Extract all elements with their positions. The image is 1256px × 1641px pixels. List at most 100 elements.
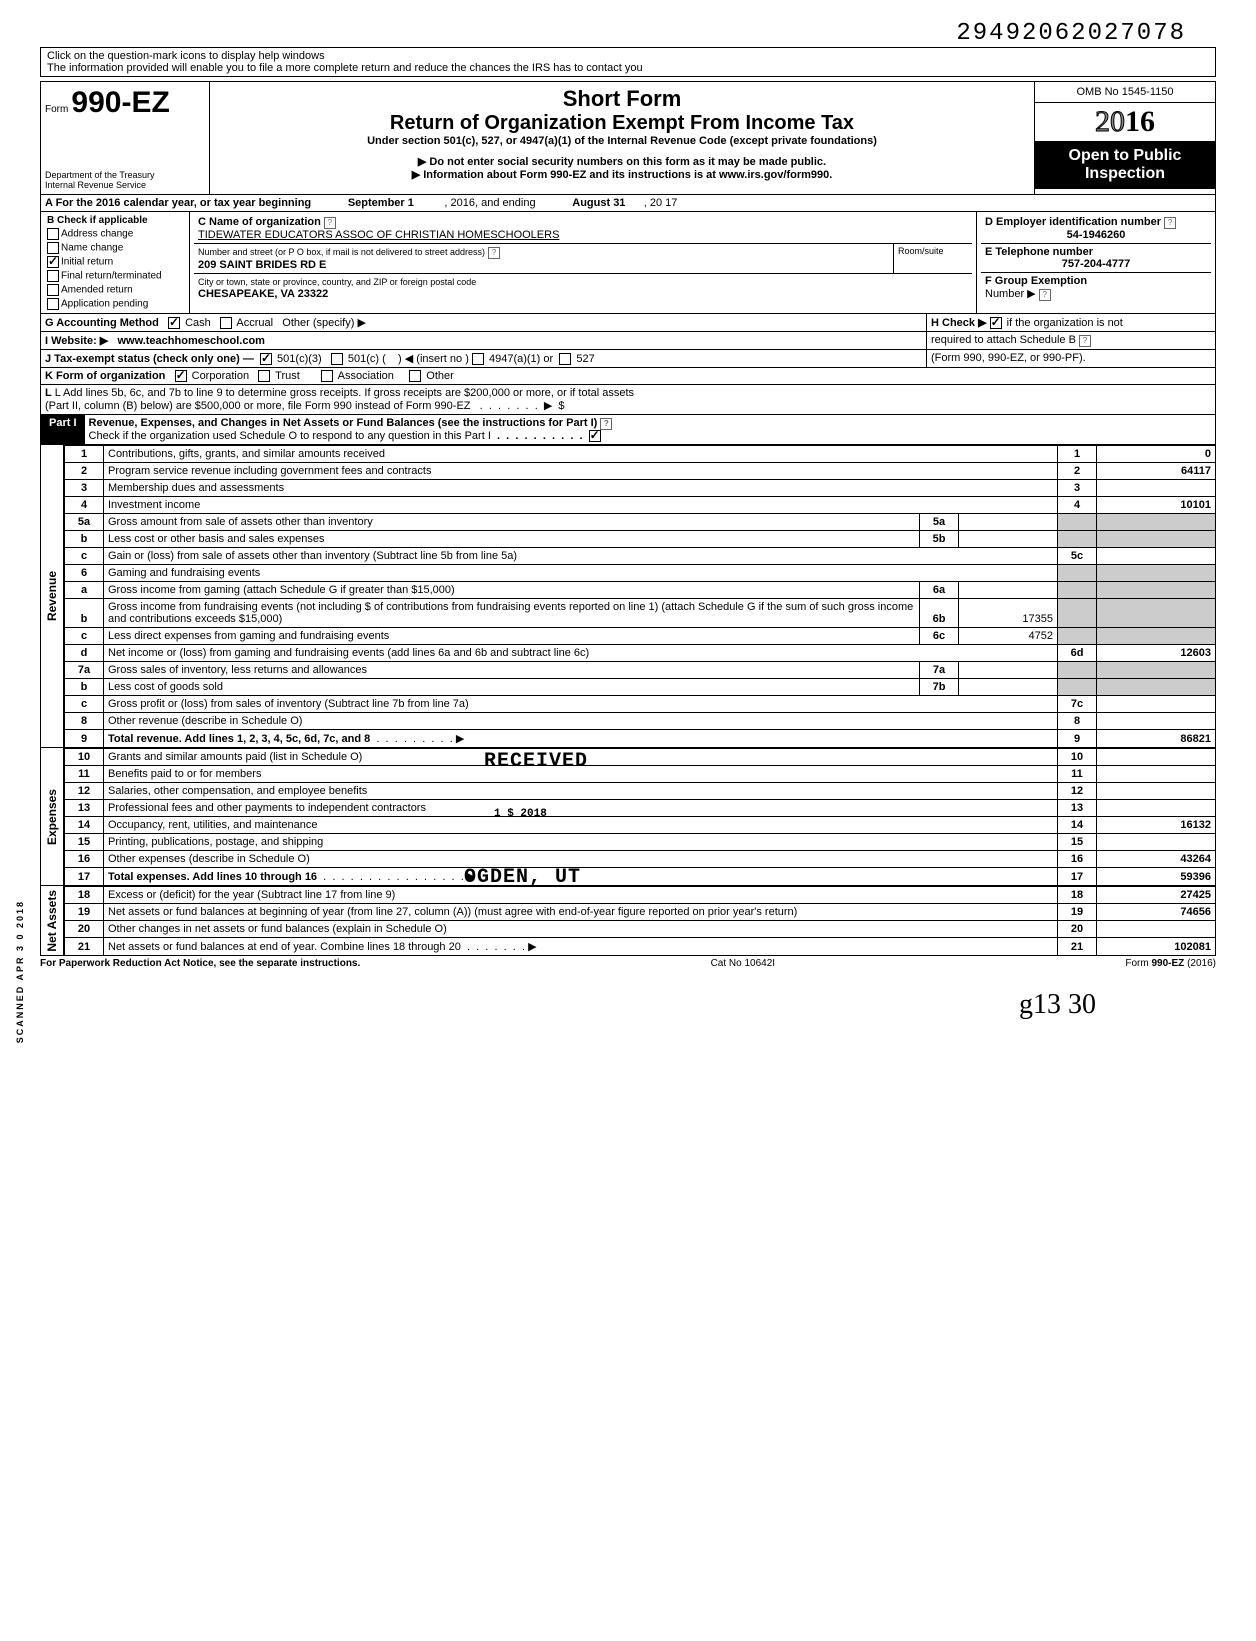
line-6b-num: b bbox=[65, 599, 104, 628]
line-17-amt: 59396 bbox=[1097, 868, 1216, 886]
line-6d-num: d bbox=[65, 645, 104, 662]
ssn-warning: ▶ Do not enter social security numbers o… bbox=[218, 155, 1026, 168]
line-7a-desc: Gross sales of inventory, less returns a… bbox=[104, 662, 920, 679]
line-7b-subamt bbox=[959, 679, 1058, 696]
line-5c-no: 5c bbox=[1058, 548, 1097, 565]
check-527[interactable] bbox=[559, 353, 571, 365]
check-501c3[interactable] bbox=[260, 353, 272, 365]
netassets-section: Net Assets 18Excess or (deficit) for the… bbox=[40, 886, 1216, 956]
line-20-desc: Other changes in net assets or fund bala… bbox=[104, 921, 1058, 938]
h-text2: required to attach Schedule B bbox=[931, 334, 1076, 346]
line-4-num: 4 bbox=[65, 497, 104, 514]
help-icon[interactable]: ? bbox=[324, 217, 336, 229]
line-6-num: 6 bbox=[65, 565, 104, 582]
line-7c-num: c bbox=[65, 696, 104, 713]
check-address-change[interactable] bbox=[47, 228, 59, 240]
org-name: TIDEWATER EDUCATORS ASSOC OF CHRISTIAN H… bbox=[198, 229, 559, 241]
h-text1: if the organization is not bbox=[1007, 317, 1123, 329]
help-icon[interactable]: ? bbox=[1039, 289, 1051, 301]
line-3-desc: Membership dues and assessments bbox=[104, 480, 1058, 497]
city-state-zip: CHESAPEAKE, VA 23322 bbox=[198, 288, 328, 300]
line-5a-subamt bbox=[959, 514, 1058, 531]
footer-right: Form 990-EZ (2016) bbox=[1125, 958, 1216, 969]
part1-label: Part I bbox=[41, 415, 85, 444]
line-5a-desc: Gross amount from sale of assets other t… bbox=[104, 514, 920, 531]
label-527: 527 bbox=[576, 353, 594, 365]
line-9-num: 9 bbox=[65, 730, 104, 748]
l-text1: L Add lines 5b, 6c, and 7b to line 9 to … bbox=[55, 387, 634, 399]
check-schedule-o[interactable] bbox=[589, 430, 601, 442]
check-final-return[interactable] bbox=[47, 270, 59, 282]
line-16-desc: Other expenses (describe in Schedule O) bbox=[104, 851, 1058, 868]
line-8-desc: Other revenue (describe in Schedule O) bbox=[104, 713, 1058, 730]
label-4947: 4947(a)(1) or bbox=[489, 353, 553, 365]
check-assoc[interactable] bbox=[321, 370, 333, 382]
document-id: 29492062027078 bbox=[40, 20, 1216, 47]
line-5b-subamt bbox=[959, 531, 1058, 548]
grey-cell bbox=[1097, 514, 1216, 531]
tax-year: 2016 bbox=[1035, 103, 1215, 141]
line-11-num: 11 bbox=[65, 766, 104, 783]
line-5a-subno: 5a bbox=[920, 514, 959, 531]
line-18-no: 18 bbox=[1058, 887, 1097, 904]
line-20-num: 20 bbox=[65, 921, 104, 938]
line-18-desc: Excess or (deficit) for the year (Subtra… bbox=[104, 887, 1058, 904]
scanned-stamp: SCANNED APR 3 0 2018 bbox=[15, 900, 25, 1043]
line-7a-num: 7a bbox=[65, 662, 104, 679]
line-6c-subamt: 4752 bbox=[959, 628, 1058, 645]
line-6b-desc: Gross income from fundraising events (no… bbox=[104, 599, 920, 628]
check-trust[interactable] bbox=[258, 370, 270, 382]
help-icon[interactable]: ? bbox=[1164, 217, 1176, 229]
line-7a-subno: 7a bbox=[920, 662, 959, 679]
line-4-amt: 10101 bbox=[1097, 497, 1216, 514]
line-5b-desc: Less cost or other basis and sales expen… bbox=[104, 531, 920, 548]
received-stamp: RECEIVED bbox=[484, 750, 588, 773]
form-number: 990-EZ bbox=[71, 86, 169, 119]
ogden-stamp: OGDEN, UT bbox=[464, 866, 581, 889]
label-corp: Corporation bbox=[192, 370, 249, 382]
grey-cell bbox=[1058, 582, 1097, 599]
check-4947[interactable] bbox=[472, 353, 484, 365]
check-cash[interactable] bbox=[168, 317, 180, 329]
line-9-no: 9 bbox=[1058, 730, 1097, 748]
line-6c-desc: Less direct expenses from gaming and fun… bbox=[104, 628, 920, 645]
check-h[interactable] bbox=[990, 317, 1002, 329]
check-accrual[interactable] bbox=[220, 317, 232, 329]
check-name-change[interactable] bbox=[47, 242, 59, 254]
label-initial-return: Initial return bbox=[61, 257, 113, 268]
help-icon[interactable]: ? bbox=[1079, 335, 1091, 347]
line-10-no: 10 bbox=[1058, 749, 1097, 766]
line-5a-num: 5a bbox=[65, 514, 104, 531]
label-trust: Trust bbox=[275, 370, 300, 382]
line-3-amt bbox=[1097, 480, 1216, 497]
check-pending[interactable] bbox=[47, 298, 59, 310]
omb-number: OMB No 1545-1150 bbox=[1035, 82, 1215, 103]
line-2-num: 2 bbox=[65, 463, 104, 480]
mid-text: , 2016, and ending bbox=[444, 197, 535, 209]
open-to-public: Open to Public Inspection bbox=[1035, 141, 1215, 189]
check-other-org[interactable] bbox=[409, 370, 421, 382]
label-address-change: Address change bbox=[61, 229, 133, 240]
label-other-method: Other (specify) ▶ bbox=[282, 317, 366, 329]
irs-date-stamp: 1 $ 2018 bbox=[494, 808, 547, 820]
line-21-num: 21 bbox=[65, 938, 104, 956]
line-17-num: 17 bbox=[65, 868, 104, 886]
check-amended[interactable] bbox=[47, 284, 59, 296]
f-label2: Number ▶ bbox=[985, 288, 1036, 300]
line-21-no: 21 bbox=[1058, 938, 1097, 956]
check-corp[interactable] bbox=[175, 370, 187, 382]
help-icon[interactable]: ? bbox=[488, 247, 500, 259]
line-3-no: 3 bbox=[1058, 480, 1097, 497]
help-icon[interactable]: ? bbox=[600, 418, 612, 430]
line-6a-desc: Gross income from gaming (attach Schedul… bbox=[104, 582, 920, 599]
dept-treasury: Department of the Treasury bbox=[45, 170, 205, 180]
check-initial-return[interactable] bbox=[47, 256, 59, 268]
line-7c-desc: Gross profit or (loss) from sales of inv… bbox=[104, 696, 1058, 713]
check-501c[interactable] bbox=[331, 353, 343, 365]
street-address: 209 SAINT BRIDES RD E bbox=[198, 259, 326, 271]
street-label: Number and street (or P O box, if mail i… bbox=[198, 247, 485, 257]
label-501c: 501(c) ( bbox=[348, 353, 386, 365]
footer-mid: Cat No 10642I bbox=[711, 958, 776, 969]
line-14-num: 14 bbox=[65, 817, 104, 834]
grey-cell bbox=[1097, 582, 1216, 599]
